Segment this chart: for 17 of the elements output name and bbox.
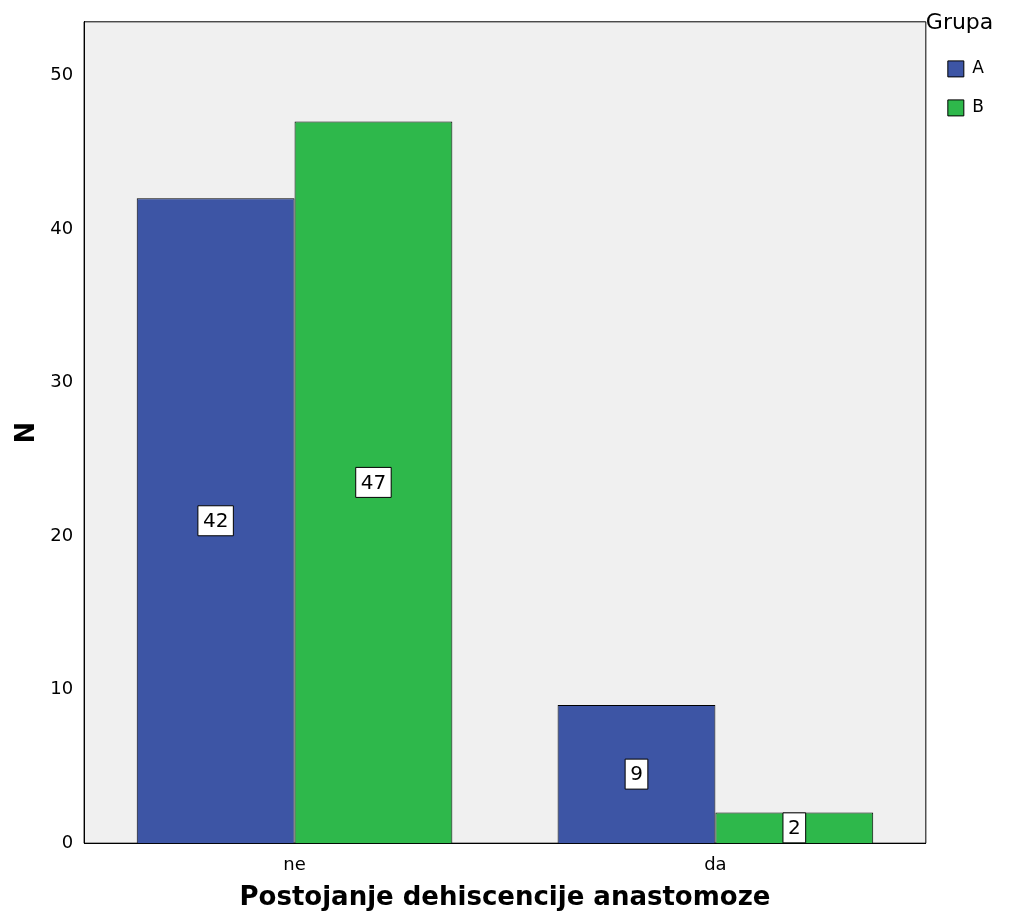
y-tick-label: 50 [50,63,74,85]
legend-label: B [972,96,985,117]
y-tick-label: 40 [50,216,74,238]
x-tick-label: da [704,852,727,874]
legend-title: Grupa [925,8,994,34]
x-axis-title: Postojanje dehiscencije anastomoze [239,881,771,912]
y-tick-label: 10 [50,677,74,699]
data-label: 42 [202,507,229,532]
x-tick-label: ne [283,852,306,874]
data-label: 2 [787,815,801,840]
data-label: 9 [630,761,643,786]
data-label: 47 [360,469,387,494]
y-tick-label: 0 [61,830,74,852]
y-axis-title: N [10,421,41,444]
legend-label: A [972,57,985,78]
y-tick-label: 20 [50,523,74,545]
y-tick-label: 30 [50,370,74,392]
